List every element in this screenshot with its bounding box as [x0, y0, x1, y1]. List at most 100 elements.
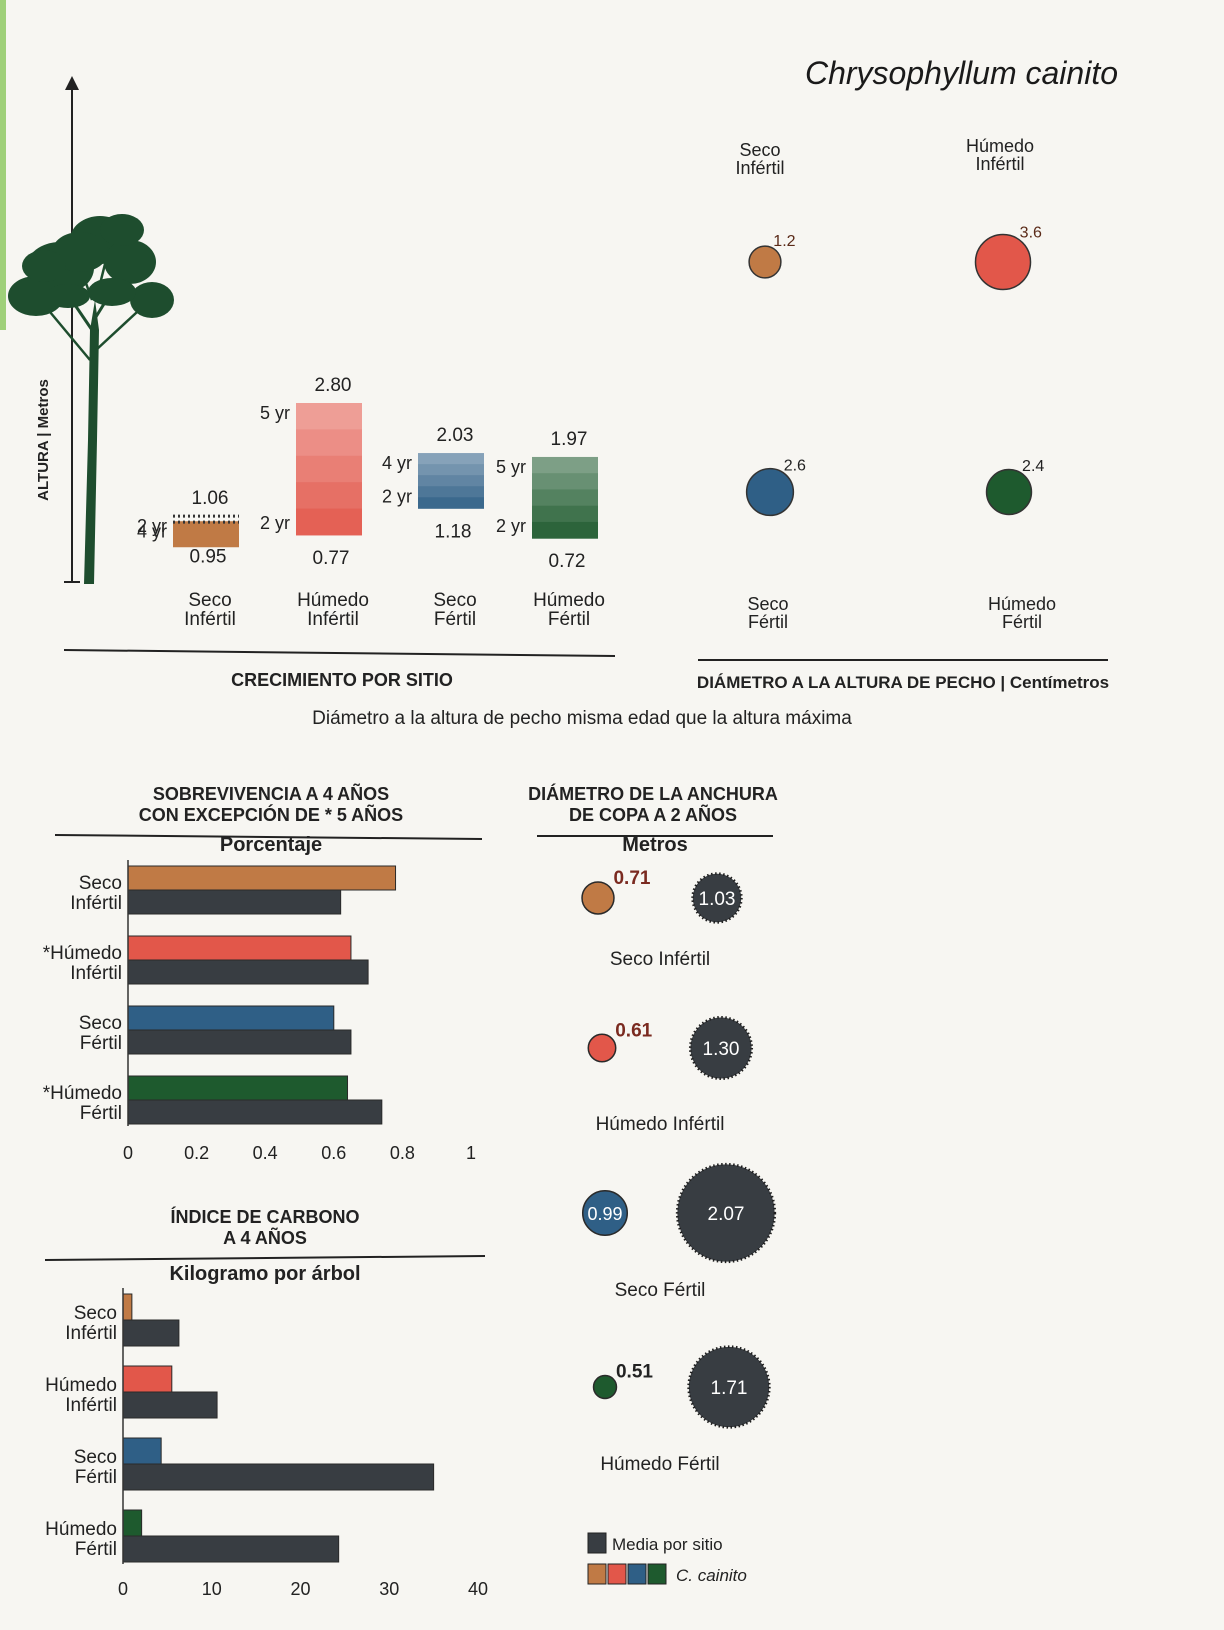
- tree-foliage: [46, 284, 90, 308]
- tree-icon: [8, 214, 174, 584]
- growth-value-label: 1.06: [192, 488, 229, 509]
- dap-site-label: Seco Infértil: [735, 140, 784, 178]
- tree-foliage: [104, 240, 156, 284]
- legend-species-label: C. cainito: [676, 1566, 747, 1585]
- tree-foliage: [88, 278, 136, 306]
- growth-bar-band: [418, 453, 484, 465]
- growth-bar-band: [532, 456, 598, 474]
- tree-foliage: [52, 232, 108, 272]
- hbar-species-bar: [127, 865, 397, 891]
- dap-value-label: 2.6: [784, 457, 806, 474]
- growth-site-label: Húmedo Infértil: [297, 590, 369, 630]
- growth-value-label: 0.72: [549, 551, 586, 572]
- hbar-tick-label: 0.4: [253, 1143, 278, 1163]
- growth-bar-band: [296, 508, 362, 536]
- growth-site-label: Húmedo Fértil: [533, 590, 605, 630]
- tree-foliage: [130, 282, 174, 318]
- hbar-tick-label: 0.2: [184, 1143, 209, 1163]
- copa-species-value: 0.71: [613, 868, 650, 889]
- growth-bar-lower: [173, 521, 239, 548]
- hbar-site-label: *Húmedo Fértil: [43, 1083, 122, 1124]
- tree-foliage: [22, 250, 66, 282]
- growth-bar-band: [296, 455, 362, 483]
- growth-title: CRECIMIENTO POR SITIO: [231, 670, 453, 690]
- legend-species-swatch: [647, 1563, 667, 1585]
- hbar-tick-label: 30: [379, 1579, 399, 1599]
- growth-bar-band: [418, 497, 484, 509]
- copa-site-label: Húmedo Infértil: [596, 1114, 725, 1135]
- copa-site-label: Seco Fértil: [615, 1280, 706, 1301]
- height-axis-arrow: [65, 76, 79, 90]
- species-title: Chrysophyllum cainito: [805, 55, 1118, 91]
- hbar-species-bar: [127, 1005, 335, 1031]
- hbar-species-bar: [127, 1075, 349, 1101]
- dap-bubble: [748, 245, 782, 279]
- growth-bar-band: [532, 489, 598, 507]
- growth-bar-band: [532, 505, 598, 523]
- growth-bar-band: [532, 473, 598, 490]
- legend-species-swatch: [607, 1563, 627, 1585]
- growth-bar: [418, 453, 484, 509]
- copa-species-value: 0.99: [587, 1204, 622, 1224]
- hbar-species-bar: [122, 1365, 173, 1393]
- copa-species-value: 0.61: [615, 1020, 652, 1041]
- dap-bubble: [745, 467, 795, 517]
- growth-age-label: 5 yr: [496, 457, 526, 477]
- hbar-tick-label: 0: [123, 1143, 133, 1163]
- hbar-species-bar: [122, 1437, 162, 1465]
- growth-age-label: 2 yr: [382, 486, 412, 506]
- copa-species-bubble: [587, 1033, 617, 1063]
- page-edge: [0, 0, 6, 330]
- hbar-tick-label: 10: [202, 1579, 222, 1599]
- copa-mean-bubble-fill: [678, 1165, 774, 1261]
- hbar-subtitle: Porcentaje: [220, 834, 322, 856]
- copa-subtitle: Metros: [622, 834, 688, 856]
- hbar-mean-bar: [127, 1099, 383, 1125]
- hbar-title: ÍNDICE DE CARBONO A 4 AÑOS: [170, 1206, 359, 1248]
- copa-mean-value: 1.71: [711, 1378, 748, 1399]
- height-axis-label: ALTURA | Metros: [35, 379, 52, 501]
- legend-mean-swatch: [587, 1532, 607, 1554]
- hbar-mean-bar: [122, 1391, 218, 1419]
- growth-bar-band: [532, 521, 598, 539]
- hbar-tick-label: 1: [466, 1143, 476, 1163]
- growth-age-label: 2 yr: [137, 516, 167, 536]
- hbar-mean-bar: [127, 1029, 352, 1055]
- hbar-species-bar: [122, 1509, 143, 1537]
- copa-site-label: Seco Infértil: [610, 949, 710, 970]
- growth-value-label: 2.80: [315, 375, 352, 396]
- growth-bar: [532, 456, 598, 539]
- hbar-tick-label: 20: [290, 1579, 310, 1599]
- growth-age-label: 4 yr: [382, 453, 412, 473]
- tree-foliage: [8, 276, 64, 316]
- growth-baseline: [63, 649, 616, 657]
- hbar-tick-label: 0.6: [321, 1143, 346, 1163]
- growth-age-label: 2 yr: [496, 516, 526, 536]
- growth-value-label: 0.95: [190, 546, 227, 567]
- tree-trunk: [84, 300, 99, 584]
- copa-title: DIÁMETRO DE LA ANCHURA DE COPA A 2 AÑOS: [528, 783, 778, 825]
- hbar-site-label: Húmedo Fértil: [45, 1519, 117, 1560]
- copa-site-label: Húmedo Fértil: [600, 1454, 719, 1475]
- hbar-mean-bar: [122, 1463, 435, 1491]
- hbar-tick-label: 40: [468, 1579, 488, 1599]
- legend-species-swatch: [627, 1563, 647, 1585]
- hbar-mean-bar: [127, 959, 369, 985]
- dap-value-label: 1.2: [773, 233, 795, 250]
- copa-mean-value: 1.30: [703, 1039, 740, 1060]
- growth-age-label: 4 yr: [137, 521, 167, 541]
- hbar-mean-bar: [127, 889, 342, 915]
- hbar-site-label: Húmedo Infértil: [45, 1375, 117, 1416]
- hbar-tick-label: 0: [118, 1579, 128, 1599]
- growth-bar: [173, 514, 239, 548]
- hbar-rule: [54, 834, 483, 840]
- growth-value-label: 1.18: [435, 521, 472, 542]
- growth-value-label: 1.97: [551, 429, 588, 450]
- hbar-site-label: Seco Infértil: [70, 873, 122, 914]
- growth-bar-band: [296, 403, 362, 430]
- hbar-tick-label: 0.8: [390, 1143, 415, 1163]
- growth-age-label: 2 yr: [260, 513, 290, 533]
- hbar-mean-bar: [122, 1535, 340, 1563]
- growth-site-label: Seco Fértil: [433, 590, 476, 630]
